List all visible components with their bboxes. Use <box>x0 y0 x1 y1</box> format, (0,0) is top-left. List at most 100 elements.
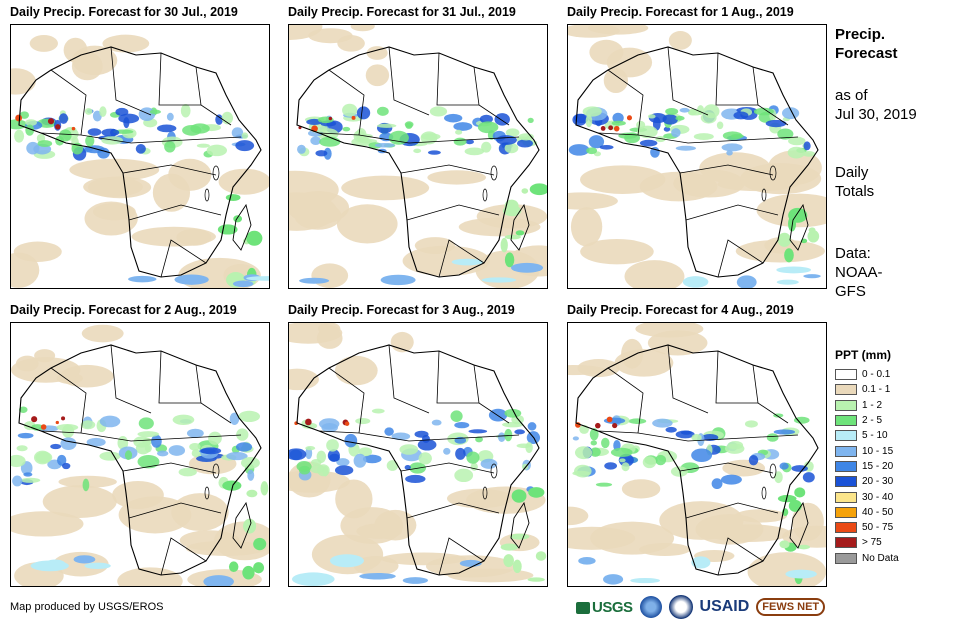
light-rain-patch <box>402 245 491 277</box>
rain-cell <box>384 427 394 436</box>
country-border <box>679 164 774 176</box>
rain-cell <box>480 458 498 469</box>
light-rain-patch <box>568 506 589 526</box>
country-border <box>438 239 485 278</box>
lake-outline <box>490 165 498 181</box>
rain-cell <box>481 141 492 153</box>
rain-cell <box>647 114 656 119</box>
rain-cell <box>691 556 711 569</box>
heavy-rain-cell <box>328 116 333 121</box>
noaa-logo-icon <box>639 596 662 618</box>
rain-cell <box>455 129 463 135</box>
rain-cell <box>663 126 671 132</box>
rain-cell <box>527 422 537 431</box>
rain-cell <box>509 533 530 540</box>
heavy-rain-cell <box>351 115 356 120</box>
rain-cell <box>464 147 485 156</box>
light-rain-patch <box>171 493 229 532</box>
light-rain-patch <box>185 540 266 557</box>
map-canvas <box>568 25 826 288</box>
legend-label: 5 - 10 <box>862 430 888 442</box>
country-border <box>667 46 709 116</box>
rain-cell <box>601 437 610 449</box>
rain-cell <box>238 410 261 423</box>
country-border <box>122 164 217 176</box>
legend-label: 40 - 50 <box>862 506 894 518</box>
rain-cell <box>777 128 794 140</box>
rain-cell <box>56 424 79 431</box>
legend-item: 30 - 40 <box>835 489 899 504</box>
usgs-logo: USGS <box>576 599 633 616</box>
rain-cell <box>453 122 473 131</box>
legend-item: 2 - 5 <box>835 413 899 428</box>
rain-cell <box>228 561 239 573</box>
rain-cell <box>233 215 243 223</box>
light-rain-patch <box>336 204 398 244</box>
sidebar-source-2: NOAA- <box>835 264 883 281</box>
rain-cell <box>222 480 242 491</box>
rain-cell <box>359 572 396 580</box>
country-border <box>160 537 207 576</box>
legend-item: 15 - 20 <box>835 459 899 474</box>
rain-cell <box>511 489 527 503</box>
country-border <box>328 69 365 136</box>
rain-cell <box>736 275 757 288</box>
light-rain-patch <box>341 175 430 201</box>
rain-cell <box>691 433 702 442</box>
rain-cell <box>404 464 411 470</box>
rain-cell <box>443 447 451 455</box>
light-rain-patch <box>624 260 685 288</box>
rain-cell <box>670 466 688 477</box>
legend-label: 50 - 75 <box>862 522 894 534</box>
legend-label: 0.1 - 1 <box>862 384 891 396</box>
light-rain-patch <box>659 501 744 540</box>
rain-cell <box>589 428 599 441</box>
country-border <box>388 344 430 414</box>
light-rain-patch <box>117 567 183 586</box>
lake-outline <box>204 188 210 202</box>
legend-title: PPT (mm) <box>835 348 892 362</box>
rain-cell <box>797 544 811 550</box>
map-canvas <box>289 323 547 586</box>
rain-cell <box>572 470 591 476</box>
rain-cell <box>59 113 69 124</box>
rain-cell <box>682 276 709 288</box>
rain-cell <box>138 417 154 430</box>
heavy-rain-cell <box>55 124 61 130</box>
rain-cell <box>808 227 816 233</box>
rain-cell <box>356 106 371 120</box>
rain-cell <box>612 112 624 124</box>
forecast-map-2 <box>288 24 548 289</box>
rain-cell <box>711 478 723 490</box>
rain-cell <box>619 458 626 463</box>
heavy-rain-cell <box>71 126 76 131</box>
rain-cell <box>721 143 743 152</box>
rain-cell <box>405 122 413 129</box>
rain-cell <box>774 471 783 484</box>
rain-cell <box>753 107 774 116</box>
rain-cell <box>481 277 517 283</box>
rain-cell <box>355 133 373 139</box>
panel-title-6: Daily Precip. Forecast for 4 Aug., 2019 <box>567 303 794 317</box>
rain-cell <box>190 123 210 134</box>
rain-cell <box>611 120 626 126</box>
rain-cell <box>50 443 62 450</box>
country-border <box>607 367 644 434</box>
country-border <box>436 52 479 106</box>
rain-cell <box>578 557 596 565</box>
rain-cell <box>802 472 815 483</box>
rain-cell <box>25 124 35 136</box>
country-border <box>400 462 495 474</box>
rain-cell <box>388 130 409 145</box>
lake-outline <box>482 486 488 500</box>
light-rain-patch <box>42 485 117 519</box>
country-border <box>667 344 709 414</box>
legend-item: 0 - 0.1 <box>835 367 899 382</box>
light-rain-patch <box>289 368 319 391</box>
map-credit: Map produced by USGS/EROS <box>10 601 164 613</box>
heavy-rain-cell <box>606 416 613 423</box>
rain-cell <box>19 111 30 119</box>
rain-cell <box>336 458 350 467</box>
rain-cell <box>253 562 265 574</box>
rain-cell <box>253 537 267 551</box>
